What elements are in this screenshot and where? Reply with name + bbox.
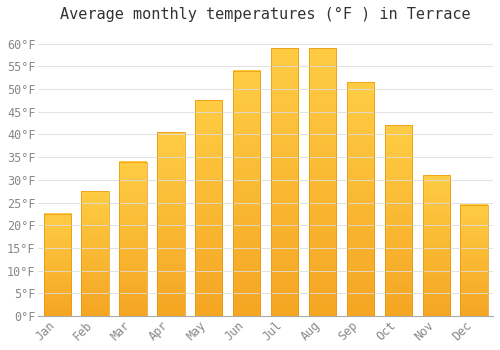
Bar [271,48,298,316]
Bar [384,125,412,316]
Title: Average monthly temperatures (°F ) in Terrace: Average monthly temperatures (°F ) in Te… [60,7,471,22]
Bar [460,205,487,316]
Bar [195,100,222,316]
Bar [422,175,450,316]
Bar [120,162,146,316]
Bar [233,71,260,316]
Bar [82,191,108,316]
Bar [309,48,336,316]
Bar [44,214,71,316]
Bar [157,132,184,316]
Bar [347,82,374,316]
